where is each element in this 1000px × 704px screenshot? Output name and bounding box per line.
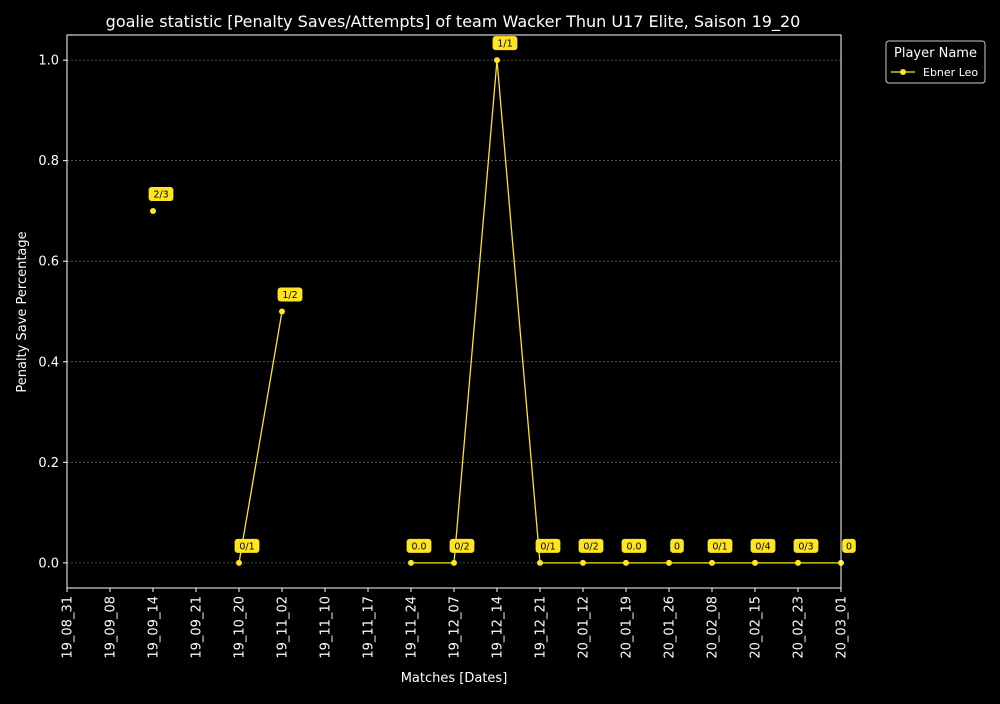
data-label: 1/1 [497,39,512,50]
data-point [150,207,156,214]
data-point [279,308,285,315]
data-point [623,559,629,566]
data-label-box [449,538,475,553]
data-label-box [793,538,819,553]
data-point [236,559,242,566]
data-point [795,559,801,566]
x-tick-label: 19_09_21 [190,596,205,659]
data-point [580,559,586,566]
y-tick-label: 0.4 [38,355,59,370]
data-label-box [621,538,647,553]
data-point [709,559,715,566]
legend-point-marker [900,69,906,75]
x-tick-label: 19_11_17 [362,596,377,659]
plot-frame [66,34,842,589]
data-label-box [750,538,776,553]
x-tick-label: 19_12_14 [491,596,506,659]
x-axis-label: Matches [Dates] [401,671,508,686]
data-label: 0/2 [583,541,598,552]
data-label: 0/1 [540,541,555,552]
data-label: 0/3 [798,541,813,552]
data-label-layer: 2/3 0/1 1/2 0.0 0/2 1/1 0/1 0/2 0.0 0 0/1 0/4 0/3 0 [148,36,856,553]
data-point [408,559,414,566]
x-tick-label: 19_12_21 [534,596,549,659]
x-tick-label: 19_11_24 [405,596,420,659]
legend: Player Name Ebner Leo [885,40,986,84]
y-tick-label: 0.6 [38,255,59,270]
data-label: 0/2 [454,541,469,552]
data-label-box [492,36,518,51]
x-tick-label: 20_02_15 [749,596,764,659]
y-tick-label: 1.0 [38,54,59,69]
data-label: 0/1 [712,541,727,552]
data-label-box [234,538,260,553]
data-label: 0 [674,541,680,552]
data-label-box [842,538,856,553]
data-label-box [406,538,432,553]
y-tick-label: 0.2 [38,456,59,471]
data-label-box [535,538,561,553]
data-label: 0/1 [239,541,254,552]
x-tick-label: 20_02_08 [706,596,721,659]
y-tick-label: 0.0 [38,556,59,571]
data-label: 2/3 [153,189,168,200]
x-tick-label: 20_02_23 [792,596,807,659]
legend-title: Player Name [894,46,977,61]
x-tick-label: 20_03_01 [835,596,850,659]
data-label-box [707,538,733,553]
data-point [537,559,543,566]
data-point [752,559,758,566]
chart-title: goalie statistic [Penalty Saves/Attempts… [106,12,801,32]
x-tick-label: 19_11_10 [319,596,334,659]
y-axis-label: Penalty Save Percentage [15,231,30,392]
data-label: 0.0 [411,541,426,552]
series-line [238,311,283,563]
y-tick-label: 0.8 [38,154,59,169]
x-tick-label: 20_01_12 [577,596,592,659]
data-label: 0/4 [755,541,770,552]
data-label: 1/2 [282,290,297,301]
data-label-box [670,538,684,553]
axis-layer: 0.0 0.2 0.4 0.6 0.8 1.0 19_08_31 19_09_08 19_09_… [38,54,849,659]
x-tick-label: 19_12_07 [448,596,463,659]
data-label: 0.0 [626,541,641,552]
x-tick-label: 19_08_31 [61,596,76,659]
x-tick-label: 19_10_20 [233,596,248,659]
legend-series-name: Ebner Leo [923,66,978,79]
data-label-box [578,538,604,553]
data-label: 0 [846,541,852,552]
data-label-box [148,186,174,201]
data-point [451,559,457,566]
data-point [666,559,672,566]
x-tick-label: 19_09_08 [104,596,119,659]
data-label-box [277,287,303,302]
x-tick-label: 20_01_19 [620,596,635,659]
series-layer [150,57,844,566]
x-tick-label: 19_11_02 [276,596,291,659]
data-point [494,57,500,64]
x-tick-label: 20_01_26 [663,596,678,659]
x-tick-label: 19_09_14 [147,596,162,659]
